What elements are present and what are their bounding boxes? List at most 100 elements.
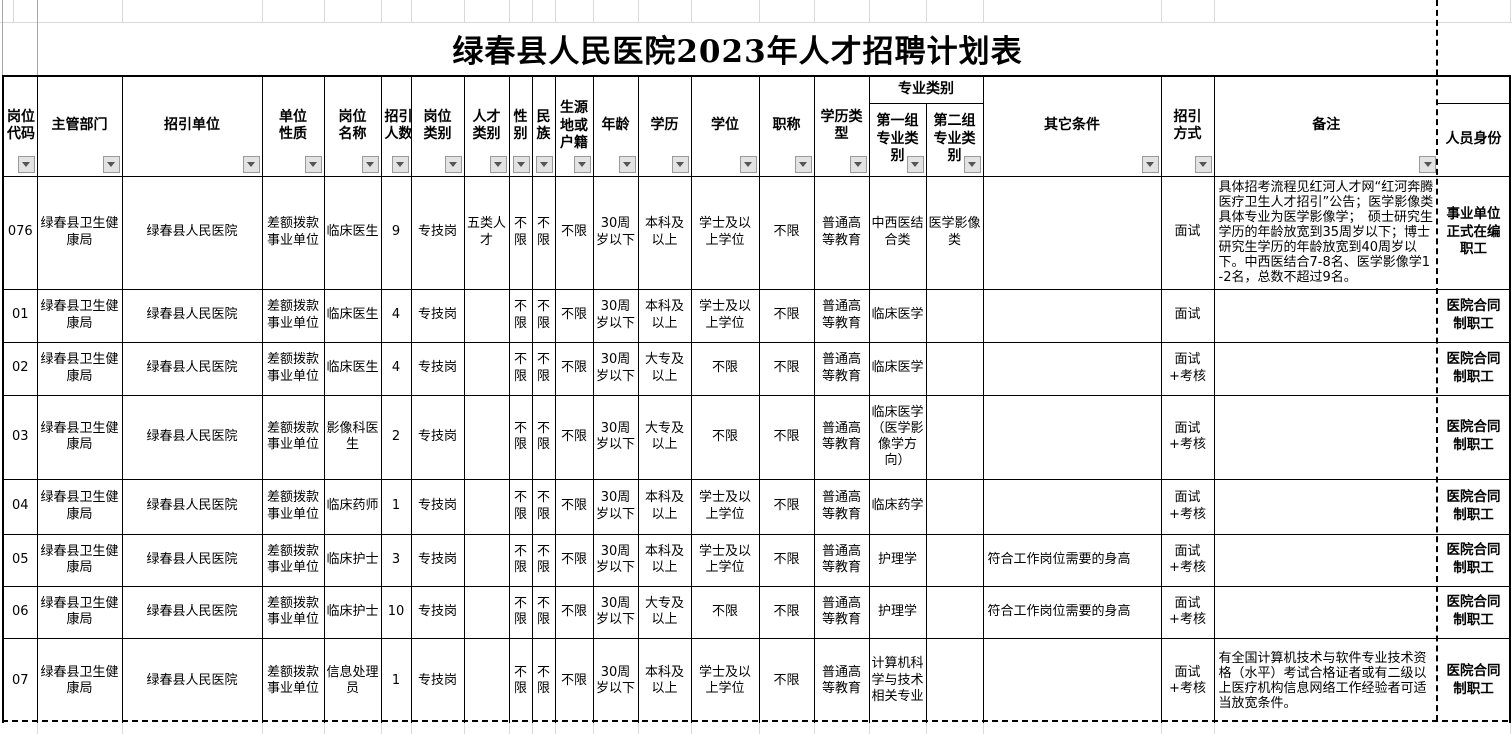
table-body: 076 绿春县卫生健康局 绿春县人民医院 差额拨款事业单位 临床医生 9 专技岗 五类人才 不限… [2, 175, 1511, 723]
filter-button[interactable] [963, 155, 981, 173]
cell-professional-title: 不限 [758, 341, 815, 396]
cell-position-name: 影像科医生 [323, 394, 382, 480]
cell-position-name: 临床药师 [323, 478, 382, 535]
col-header-position-category: 岗位类别 [410, 75, 465, 177]
cell-other-conditions [982, 341, 1162, 396]
filter-button[interactable] [17, 155, 35, 173]
filter-button[interactable] [671, 155, 689, 173]
gridline [1214, 0, 1215, 22]
cell-age: 30周岁以下 [592, 175, 639, 290]
cell-gender: 不限 [508, 341, 533, 396]
cell-education: 大专及以上 [637, 394, 692, 480]
cell-recruiting-unit: 绿春县人民医院 [121, 533, 263, 587]
cell-recruit-count: 1 [380, 478, 412, 535]
cell-remarks [1213, 341, 1438, 396]
col-header-position-name: 岗位名称 [323, 75, 382, 177]
cell-professional-title: 不限 [758, 394, 815, 480]
gridline [464, 0, 465, 22]
gridline [262, 0, 263, 22]
cell-major-group-1: 临床医学（医学影像学方向） [868, 394, 927, 480]
col-header-label: 学位 [711, 117, 739, 134]
gridline [324, 0, 325, 22]
filter-button[interactable] [304, 155, 322, 173]
filter-button[interactable] [1419, 155, 1436, 173]
filter-button[interactable] [1141, 155, 1159, 173]
cell-other-conditions [982, 478, 1162, 535]
cell-supervising-department: 绿春县卫生健康局 [36, 533, 123, 587]
cell-unit-nature: 差额拨款事业单位 [261, 175, 325, 290]
filter-button[interactable] [1194, 155, 1212, 173]
cell-personnel-identity: 事业单位正式在编职工 [1438, 175, 1511, 290]
col-header-label: 年龄 [601, 117, 630, 134]
gridline [381, 722, 382, 734]
filter-button[interactable] [573, 155, 591, 173]
filter-button[interactable] [906, 155, 924, 173]
cell-personnel-identity: 医院合同制职工 [1438, 585, 1511, 639]
cell-major-group-2: 医学影像类 [925, 175, 984, 290]
filter-dropdown-icon [494, 161, 502, 167]
cell-talent-category [463, 341, 510, 396]
filter-button[interactable] [102, 155, 120, 173]
cell-personnel-identity: 医院合同制职工 [1438, 341, 1511, 396]
gridline [0, 22, 1512, 23]
cell-position-category: 专技岗 [410, 175, 465, 290]
filter-button[interactable] [794, 155, 812, 173]
cell-remarks: 具体招考流程见红河人才网“红河奔腾医疗卫生人才招引”公告；医学影像类具体专业为医… [1213, 175, 1438, 290]
cell-origin-or-registration: 不限 [554, 175, 594, 290]
cell-education-type: 普通高等教育 [813, 533, 870, 587]
cell-professional-title: 不限 [758, 288, 815, 343]
gridline [1161, 0, 1162, 22]
filter-dropdown-icon [1146, 161, 1154, 167]
filter-button[interactable] [391, 155, 409, 173]
gridline [869, 722, 870, 734]
cell-position-name: 临床护士 [323, 533, 382, 587]
cell-recruiting-unit: 绿春县人民医院 [121, 288, 263, 343]
cell-major-group-2 [925, 478, 984, 535]
gridline [593, 722, 594, 734]
filter-button[interactable] [444, 155, 462, 173]
filter-button[interactable] [739, 155, 757, 173]
gridline [324, 722, 325, 734]
cell-degree: 学士及以上学位 [690, 637, 760, 723]
cell-recruit-method: 面试+考核 [1160, 394, 1215, 480]
table-row: 076 绿春县卫生健康局 绿春县人民医院 差额拨款事业单位 临床医生 9 专技岗 五类人才 不限… [2, 175, 1511, 290]
filter-dropdown-icon [22, 161, 30, 167]
filter-button[interactable] [618, 155, 636, 173]
col-header-label: 职称 [772, 117, 801, 134]
cell-supervising-department: 绿春县卫生健康局 [36, 175, 123, 290]
cell-major-group-1: 计算机科学与技术相关专业 [868, 637, 927, 723]
cell-talent-category [463, 533, 510, 587]
col-header-major-group-2: 第二组专业类别 [925, 102, 984, 177]
table-row: 03 绿春县卫生健康局 绿春县人民医院 差额拨款事业单位 影像科医生 2 专技岗 不限 不限 不限… [2, 394, 1511, 480]
cell-origin-or-registration: 不限 [554, 533, 594, 587]
col-header-age: 年龄 [592, 75, 639, 177]
cell-age: 30周岁以下 [592, 288, 639, 343]
cell-major-group-2 [925, 585, 984, 639]
cell-unit-nature: 差额拨款事业单位 [261, 533, 325, 587]
cell-age: 30周岁以下 [592, 585, 639, 639]
gridline [532, 722, 533, 734]
gridline [532, 0, 533, 22]
filter-dropdown-icon [744, 161, 752, 167]
cell-position-category: 专技岗 [410, 288, 465, 343]
cell-origin-or-registration: 不限 [554, 341, 594, 396]
filter-button[interactable] [535, 155, 553, 173]
col-header-origin-or-registration: 生源地或户籍 [554, 75, 594, 177]
cell-gender: 不限 [508, 478, 533, 535]
cell-recruit-method: 面试+考核 [1160, 341, 1215, 396]
cell-position-name: 临床护士 [323, 585, 382, 639]
cell-recruit-count: 2 [380, 394, 412, 480]
filter-dropdown-icon [1423, 161, 1432, 167]
col-header-label: 备注 [1312, 117, 1341, 134]
cell-unit-nature: 差额拨款事业单位 [261, 585, 325, 639]
cell-major-group-2 [925, 341, 984, 396]
cell-professional-title: 不限 [758, 175, 815, 290]
cell-degree: 学士及以上学位 [690, 175, 760, 290]
filter-button[interactable] [242, 155, 260, 173]
filter-button[interactable] [849, 155, 867, 173]
filter-button[interactable] [489, 155, 507, 173]
col-header-personnel-identity: 人员身份 [1438, 102, 1511, 177]
filter-button[interactable] [361, 155, 379, 173]
filter-button[interactable] [512, 155, 530, 173]
cell-recruit-method: 面试+考核 [1160, 637, 1215, 723]
